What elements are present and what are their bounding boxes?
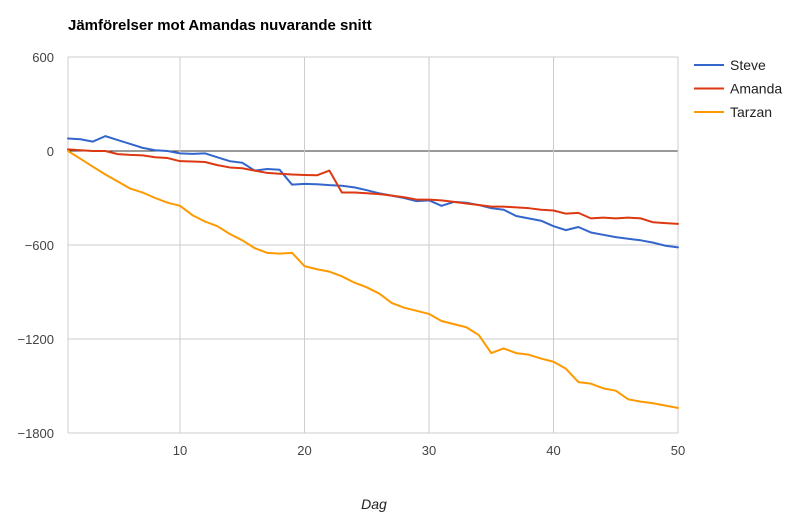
y-tick-label: −1800 (17, 426, 54, 441)
series-line-steve (67, 135, 679, 249)
x-tick-label: 30 (422, 443, 436, 458)
x-axis-label: Dag (361, 496, 387, 512)
y-axis: 600 0 −600 −1200 −1800 (17, 50, 54, 441)
x-tick-label: 50 (671, 443, 685, 458)
legend: Steve Amanda Tarzan (694, 57, 782, 120)
y-tick-label: −1200 (17, 332, 54, 347)
series-line-amanda (67, 148, 679, 225)
legend-label: Steve (730, 57, 766, 73)
y-tick-label: 0 (47, 144, 54, 159)
legend-label: Tarzan (730, 104, 772, 120)
legend-entry-tarzan: Tarzan (694, 104, 772, 120)
x-tick-label: 20 (297, 443, 311, 458)
y-tick-label: 600 (32, 50, 54, 65)
y-tick-label: −600 (25, 238, 54, 253)
x-tick-label: 40 (546, 443, 560, 458)
chart-title: Jämförelser mot Amandas nuvarande snitt (68, 17, 372, 34)
x-axis: 10 20 30 40 50 (173, 443, 685, 458)
legend-entry-amanda: Amanda (694, 81, 782, 97)
legend-label: Amanda (730, 81, 782, 97)
series-line-tarzan (67, 150, 679, 409)
x-tick-label: 10 (173, 443, 187, 458)
grid (67, 56, 679, 434)
legend-entry-steve: Steve (694, 57, 766, 73)
series-lines (67, 135, 679, 409)
